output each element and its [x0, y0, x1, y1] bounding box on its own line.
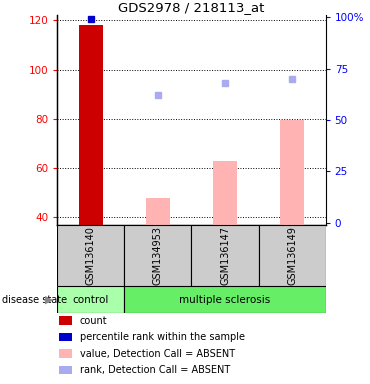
- Bar: [57, 225, 124, 286]
- Bar: [259, 225, 326, 286]
- Bar: [79, 25, 102, 225]
- Bar: [124, 225, 192, 286]
- Text: value, Detection Call = ABSENT: value, Detection Call = ABSENT: [80, 349, 235, 359]
- Text: GSM134953: GSM134953: [153, 226, 163, 285]
- Text: rank, Detection Call = ABSENT: rank, Detection Call = ABSENT: [80, 365, 230, 375]
- Title: GDS2978 / 218113_at: GDS2978 / 218113_at: [118, 1, 265, 14]
- Bar: [146, 198, 170, 225]
- Text: GSM136149: GSM136149: [287, 226, 297, 285]
- Text: count: count: [80, 316, 107, 326]
- Text: disease state: disease state: [2, 295, 67, 305]
- Bar: [124, 286, 326, 313]
- Text: ▶: ▶: [45, 295, 54, 305]
- Bar: [192, 225, 259, 286]
- Bar: [280, 120, 304, 225]
- Bar: [213, 161, 237, 225]
- Text: GSM136140: GSM136140: [86, 226, 96, 285]
- Text: multiple sclerosis: multiple sclerosis: [179, 295, 270, 305]
- Bar: [57, 286, 124, 313]
- Text: percentile rank within the sample: percentile rank within the sample: [80, 332, 245, 342]
- Text: GSM136147: GSM136147: [220, 226, 230, 285]
- Text: control: control: [73, 295, 109, 305]
